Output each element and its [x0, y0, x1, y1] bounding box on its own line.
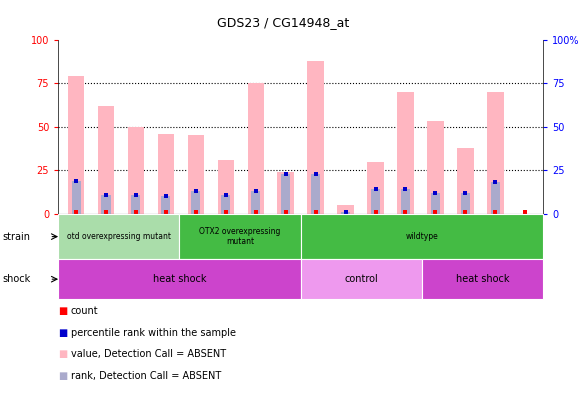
Bar [217, 160, 234, 214]
Text: shock: shock [3, 274, 31, 284]
Text: heat shock: heat shock [153, 274, 206, 284]
Bar [221, 195, 230, 214]
Bar [422, 259, 543, 299]
Bar [98, 106, 114, 214]
Text: value, Detection Call = ABSENT: value, Detection Call = ABSENT [71, 349, 226, 360]
Bar [180, 214, 301, 259]
Bar [71, 181, 81, 214]
Bar [307, 61, 324, 214]
Bar [301, 214, 543, 259]
Bar [427, 122, 444, 214]
Bar [367, 162, 384, 214]
Bar [281, 174, 290, 214]
Bar [431, 193, 440, 214]
Bar [311, 174, 320, 214]
Bar [491, 183, 500, 214]
Text: percentile rank within the sample: percentile rank within the sample [71, 327, 236, 338]
Text: wildtype: wildtype [406, 232, 438, 241]
Text: strain: strain [3, 232, 31, 242]
Bar [68, 76, 84, 214]
Bar [457, 148, 474, 214]
Bar [58, 214, 180, 259]
Text: ■: ■ [58, 306, 67, 316]
Bar [487, 92, 504, 214]
Bar [251, 191, 260, 214]
Bar [162, 196, 170, 214]
Bar [157, 134, 174, 214]
Bar [188, 135, 204, 214]
Bar [341, 212, 350, 214]
Bar [401, 189, 410, 214]
Bar [131, 195, 141, 214]
Bar [301, 259, 422, 299]
Text: heat shock: heat shock [456, 274, 510, 284]
Text: ■: ■ [58, 371, 67, 381]
Bar [338, 205, 354, 214]
Bar [278, 172, 294, 214]
Bar [191, 191, 200, 214]
Text: ■: ■ [58, 327, 67, 338]
Bar [461, 193, 470, 214]
Text: count: count [71, 306, 99, 316]
Bar [397, 92, 414, 214]
Bar [248, 83, 264, 214]
Text: GDS23 / CG14948_at: GDS23 / CG14948_at [217, 16, 349, 29]
Text: control: control [345, 274, 378, 284]
Bar [371, 189, 380, 214]
Text: rank, Detection Call = ABSENT: rank, Detection Call = ABSENT [71, 371, 221, 381]
Text: OTX2 overexpressing
mutant: OTX2 overexpressing mutant [199, 227, 281, 246]
Bar [58, 259, 301, 299]
Text: otd overexpressing mutant: otd overexpressing mutant [67, 232, 171, 241]
Bar [102, 195, 110, 214]
Bar [128, 127, 144, 214]
Text: ■: ■ [58, 349, 67, 360]
